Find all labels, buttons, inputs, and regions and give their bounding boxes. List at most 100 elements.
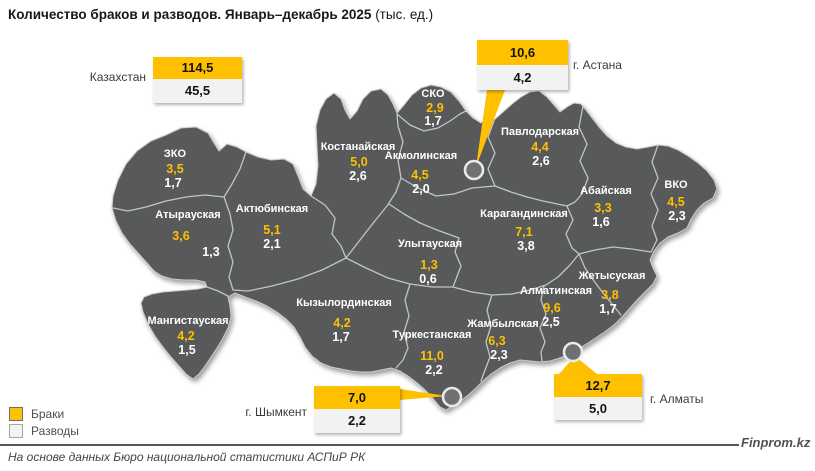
city-divorces: 2,2	[314, 409, 400, 433]
region-name: СКО	[421, 88, 445, 100]
region-name: Павлодарская	[501, 126, 579, 138]
region-marriages: 6,3	[488, 334, 505, 348]
city-marriages: 10,6	[477, 40, 568, 65]
legend-divorces: Разводы	[9, 422, 79, 439]
kazakhstan-outline	[111, 84, 718, 411]
region-name: Абайская	[580, 185, 632, 197]
region-divorces: 2,6	[349, 169, 366, 183]
region-divorces: 1,7	[599, 302, 616, 316]
region-marriages: 5,1	[263, 223, 280, 237]
region-marriages: 2,9	[426, 101, 443, 115]
region-marriages: 3,6	[172, 229, 189, 243]
region-marriages: 5,0	[350, 155, 367, 169]
region-almaty-region: Алматинская 9,6 2,5	[520, 285, 592, 329]
astana-callout: 10,6 4,2	[477, 40, 568, 90]
region-ulytau: Улытауская 1,3 0,6	[398, 238, 462, 286]
total-divorces: 45,5	[153, 79, 242, 103]
region-name: Костанайская	[321, 141, 396, 153]
region-divorces: 3,8	[517, 239, 534, 253]
region-name: ЗКО	[164, 148, 187, 160]
region-divorces: 2,3	[668, 209, 685, 223]
region-name: Кызылординская	[296, 297, 392, 309]
region-kyzylorda: Кызылординская 4,2 1,7	[296, 297, 392, 344]
legend: Браки Разводы	[9, 405, 79, 439]
region-marriages: 4,2	[333, 316, 350, 330]
region-divorces: 2,0	[412, 182, 429, 196]
region-atyrau: Атырауская 3,6 1,3	[155, 209, 220, 259]
region-divorces: 1,7	[164, 176, 181, 190]
region-kostanay: Костанайская 5,0 2,6	[321, 141, 396, 183]
region-divorces: 2,1	[263, 237, 280, 251]
region-name: ВКО	[664, 179, 688, 191]
brand-logo: Finprom.kz	[741, 435, 811, 450]
legend-label: Разводы	[31, 423, 79, 438]
region-divorces: 2,2	[425, 363, 442, 377]
region-mangystau: Мангистауская 4,2 1,5	[147, 315, 228, 357]
region-divorces: 2,3	[490, 348, 507, 362]
footer-divider	[0, 444, 739, 446]
region-name: Мангистауская	[147, 315, 228, 327]
region-divorces: 1,3	[202, 245, 219, 259]
region-name: Карагандинская	[480, 208, 568, 220]
region-abai: Абайская 3,3 1,6	[580, 185, 632, 229]
total-label: Казахстан	[89, 70, 146, 84]
title-main: Количество браков и разводов. Январь–дек…	[8, 7, 372, 22]
region-pavlodar: Павлодарская 4,4 2,6	[501, 126, 579, 168]
region-name: Акмолинская	[385, 150, 457, 162]
city-divorces: 5,0	[554, 397, 642, 420]
region-name: Актюбинская	[236, 203, 308, 215]
region-divorces: 1,6	[592, 215, 609, 229]
city-marriages: 7,0	[314, 386, 400, 409]
total-marriages: 114,5	[153, 57, 242, 79]
region-akmola: Акмолинская 4,5 2,0	[385, 150, 457, 196]
region-zhetysu: Жетысуская 3,8 1,7	[578, 270, 646, 316]
region-name: Туркестанская	[393, 329, 472, 341]
region-turkestan: Туркестанская 11,0 2,2	[393, 329, 472, 377]
region-divorces: 0,6	[419, 272, 436, 286]
region-marriages: 1,3	[420, 258, 437, 272]
region-divorces: 1,7	[424, 114, 441, 128]
shymkent-label: г. Шымкент	[245, 405, 307, 419]
region-divorces: 2,5	[542, 315, 559, 329]
legend-marriages: Браки	[9, 405, 79, 422]
region-name: Атырауская	[155, 209, 220, 221]
almaty-label: г. Алматы	[650, 392, 704, 406]
region-marriages: 3,5	[166, 162, 183, 176]
region-name: Алматинская	[520, 285, 592, 297]
region-divorces: 1,5	[178, 343, 195, 357]
region-marriages: 4,5	[667, 195, 684, 209]
region-name: Улытауская	[398, 238, 462, 250]
astana-label: г. Астана	[573, 58, 622, 72]
region-name: Жамбылская	[466, 318, 538, 330]
region-zko: ЗКО 3,5 1,7	[164, 148, 187, 190]
almaty-callout: 12,7 5,0	[554, 374, 642, 420]
shymkent-pointer	[400, 389, 447, 400]
region-marriages: 4,5	[411, 168, 428, 182]
source-note: На основе данных Бюро национальной стати…	[8, 450, 366, 464]
shymkent-callout: 7,0 2,2	[314, 386, 400, 433]
total-callout: 114,5 45,5	[153, 57, 242, 103]
region-divorces: 1,7	[332, 330, 349, 344]
region-zhambyl: Жамбылская 6,3 2,3	[466, 318, 538, 362]
region-divorces: 2,6	[532, 154, 549, 168]
region-marriages: 9,6	[543, 301, 560, 315]
title-unit: (тыс. ед.)	[371, 7, 434, 22]
region-marriages: 3,3	[594, 201, 611, 215]
almaty-marker	[562, 341, 584, 363]
region-name: Жетысуская	[578, 270, 646, 282]
region-marriages: 3,8	[601, 288, 618, 302]
almaty-pointer	[559, 356, 597, 374]
city-divorces: 4,2	[477, 65, 568, 90]
region-sko: СКО 2,9 1,7	[421, 88, 445, 128]
city-marriages: 12,7	[554, 374, 642, 397]
region-marriages: 4,4	[531, 140, 548, 154]
legend-label: Браки	[31, 406, 65, 421]
astana-marker	[463, 159, 485, 181]
region-aktobe: Актюбинская 5,1 2,1	[236, 203, 308, 251]
region-vko: ВКО 4,5 2,3	[664, 179, 688, 223]
region-karaganda: Карагандинская 7,1 3,8	[480, 208, 568, 253]
divorces-swatch	[9, 423, 23, 438]
marriages-swatch	[9, 406, 23, 421]
